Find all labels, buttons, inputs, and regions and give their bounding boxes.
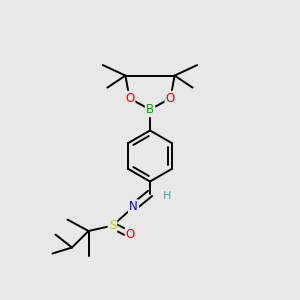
Text: H: H xyxy=(163,191,171,201)
Text: N: N xyxy=(129,200,138,214)
Text: B: B xyxy=(146,103,154,116)
Text: S: S xyxy=(109,219,116,232)
Text: O: O xyxy=(166,92,175,105)
Text: O: O xyxy=(126,228,135,241)
Text: O: O xyxy=(125,92,134,105)
